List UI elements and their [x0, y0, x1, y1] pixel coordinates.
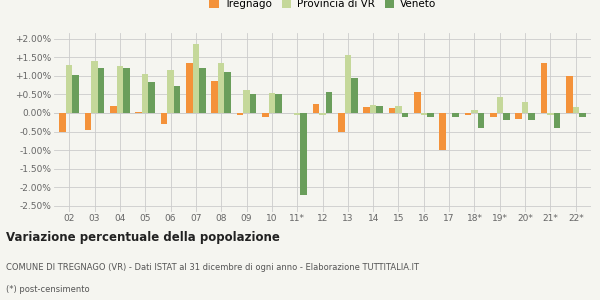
- Bar: [427, 113, 434, 117]
- Bar: [547, 113, 554, 115]
- Bar: [522, 102, 529, 113]
- Bar: [59, 113, 66, 131]
- Bar: [497, 97, 503, 113]
- Bar: [515, 113, 522, 118]
- Bar: [402, 113, 409, 117]
- Bar: [313, 104, 319, 113]
- Bar: [490, 113, 497, 117]
- Bar: [452, 113, 459, 117]
- Bar: [471, 110, 478, 113]
- Bar: [439, 113, 446, 150]
- Bar: [193, 44, 199, 113]
- Bar: [541, 63, 547, 113]
- Bar: [161, 113, 167, 124]
- Bar: [110, 106, 116, 113]
- Text: (*) post-censimento: (*) post-censimento: [6, 286, 89, 295]
- Bar: [262, 113, 269, 117]
- Bar: [421, 113, 427, 115]
- Bar: [326, 92, 332, 113]
- Bar: [529, 113, 535, 120]
- Bar: [301, 113, 307, 195]
- Bar: [174, 86, 181, 113]
- Bar: [250, 94, 256, 113]
- Bar: [319, 113, 326, 115]
- Bar: [186, 63, 193, 113]
- Bar: [503, 113, 509, 120]
- Bar: [224, 72, 231, 113]
- Bar: [370, 105, 376, 113]
- Bar: [218, 63, 224, 113]
- Bar: [136, 112, 142, 113]
- Bar: [211, 81, 218, 113]
- Legend: Tregnago, Provincia di VR, Veneto: Tregnago, Provincia di VR, Veneto: [209, 0, 436, 9]
- Bar: [414, 92, 421, 113]
- Bar: [142, 74, 148, 113]
- Bar: [464, 113, 471, 115]
- Bar: [66, 64, 73, 113]
- Bar: [294, 113, 301, 115]
- Bar: [167, 70, 174, 113]
- Bar: [338, 113, 344, 131]
- Bar: [579, 113, 586, 117]
- Bar: [98, 68, 104, 113]
- Text: COMUNE DI TREGNAGO (VR) - Dati ISTAT al 31 dicembre di ogni anno - Elaborazione : COMUNE DI TREGNAGO (VR) - Dati ISTAT al …: [6, 263, 419, 272]
- Bar: [91, 61, 98, 113]
- Bar: [376, 106, 383, 113]
- Bar: [554, 113, 560, 128]
- Bar: [389, 108, 395, 113]
- Bar: [243, 90, 250, 113]
- Bar: [85, 113, 91, 130]
- Bar: [116, 67, 123, 113]
- Bar: [572, 107, 579, 113]
- Bar: [395, 106, 402, 113]
- Bar: [351, 78, 358, 113]
- Bar: [148, 82, 155, 113]
- Bar: [478, 113, 484, 128]
- Bar: [275, 94, 282, 113]
- Bar: [73, 75, 79, 113]
- Bar: [363, 107, 370, 113]
- Text: Variazione percentuale della popolazione: Variazione percentuale della popolazione: [6, 232, 280, 244]
- Bar: [236, 113, 243, 115]
- Bar: [269, 92, 275, 113]
- Bar: [344, 55, 351, 113]
- Bar: [566, 76, 572, 113]
- Bar: [123, 68, 130, 113]
- Bar: [199, 68, 206, 113]
